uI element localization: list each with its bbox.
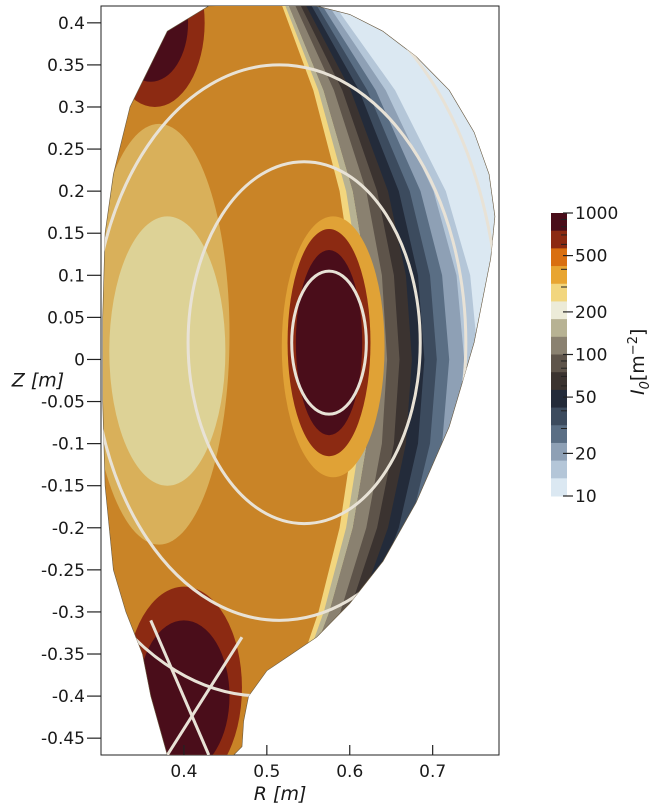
y-tick-label: -0.25: [41, 561, 85, 581]
plot-area: [100, 5, 500, 756]
colorbar-swatch: [551, 460, 567, 479]
y-tick-label: -0.05: [41, 393, 85, 413]
x-tick-label: 0.4: [170, 762, 197, 782]
colorbar-swatch: [551, 442, 567, 462]
colorbar-title-main: I: [627, 389, 649, 395]
y-tick-label: -0.15: [41, 477, 85, 497]
y-tick-label: 0.15: [47, 224, 85, 244]
colorbar-title-unit: [m: [627, 355, 649, 381]
colorbar-swatch: [551, 230, 567, 249]
plateau-inner: [109, 216, 226, 486]
colorbar-tick-label: 100: [575, 346, 607, 366]
colorbar-tick-label: 20: [575, 444, 597, 464]
colorbar-swatch: [551, 336, 567, 355]
flux-surface-0: [290, 269, 368, 416]
colorbar-title-sub: 0: [638, 381, 653, 389]
colorbar-swatch: [551, 283, 567, 302]
colorbar-swatch: [551, 319, 567, 338]
y-axis: 0.4 0.35 0.3 0.25 0.2 0.15 0.1 0.05 0 -0.05 -0.1 -0…: [41, 14, 101, 749]
colorbar-tick-label: 10: [575, 487, 597, 507]
y-tick-label: -0.45: [41, 729, 85, 749]
y-tick-label: -0.35: [41, 645, 85, 665]
transition-band-2: [285, 6, 372, 680]
y-tick-label: 0.4: [58, 14, 85, 34]
y-tick-label: -0.2: [52, 519, 85, 539]
y-tick-label: 0.25: [47, 140, 85, 160]
colorbar-swatch: [551, 248, 567, 267]
y-tick-label: 0.3: [58, 98, 85, 118]
colorbar-tick-label: 500: [575, 247, 607, 267]
core: [295, 250, 363, 436]
y-axis-title: Z [m]: [11, 369, 64, 391]
colorbar-swatch: [551, 478, 567, 497]
x-tick-label: 0.7: [419, 762, 446, 782]
colorbar-swatch: [551, 372, 567, 391]
y-tick-label: 0.2: [58, 182, 85, 202]
colorbar-tick-label: 200: [575, 303, 607, 323]
flux-surface-1: [186, 160, 422, 526]
colorbar-swatch: [551, 389, 567, 409]
colorbar-title-unit-close: ]: [627, 329, 649, 336]
flux-surface-2: [102, 63, 468, 622]
colorbar-swatch: [551, 213, 567, 232]
y-tick-label: 0: [74, 350, 85, 370]
y-tick-label: -0.3: [52, 603, 85, 623]
x-axis: 0.4 0.5 0.6 0.7: [170, 745, 446, 782]
colorbar-swatch: [551, 354, 567, 373]
y-tick-label: -0.1: [52, 435, 85, 455]
x-tick-label: 0.5: [253, 762, 280, 782]
colorbar-title: I0[m−2]: [626, 329, 653, 395]
colorbar: 1000 500 200 100 50 20 10: [551, 204, 618, 507]
x-axis-title: R [m]: [254, 783, 307, 805]
colorbar-title-exponent: −2: [626, 336, 641, 355]
y-tick-label: 0.05: [47, 308, 85, 328]
colorbar-tick-label: 1000: [575, 204, 618, 224]
x-tick-label: 0.6: [336, 762, 363, 782]
divertor-leg-2: [166, 636, 244, 755]
divertor-leg-1: [149, 619, 211, 755]
colorbar-swatch: [551, 301, 567, 320]
colorbar-swatch: [551, 425, 567, 444]
colorbar-swatch: [551, 407, 567, 426]
colorbar-swatch: [551, 266, 567, 285]
y-tick-label: 0.35: [47, 56, 85, 76]
colorbar-tick-label: 50: [575, 388, 597, 408]
y-tick-label: 0.1: [58, 266, 85, 286]
y-tick-label: -0.4: [52, 687, 85, 707]
